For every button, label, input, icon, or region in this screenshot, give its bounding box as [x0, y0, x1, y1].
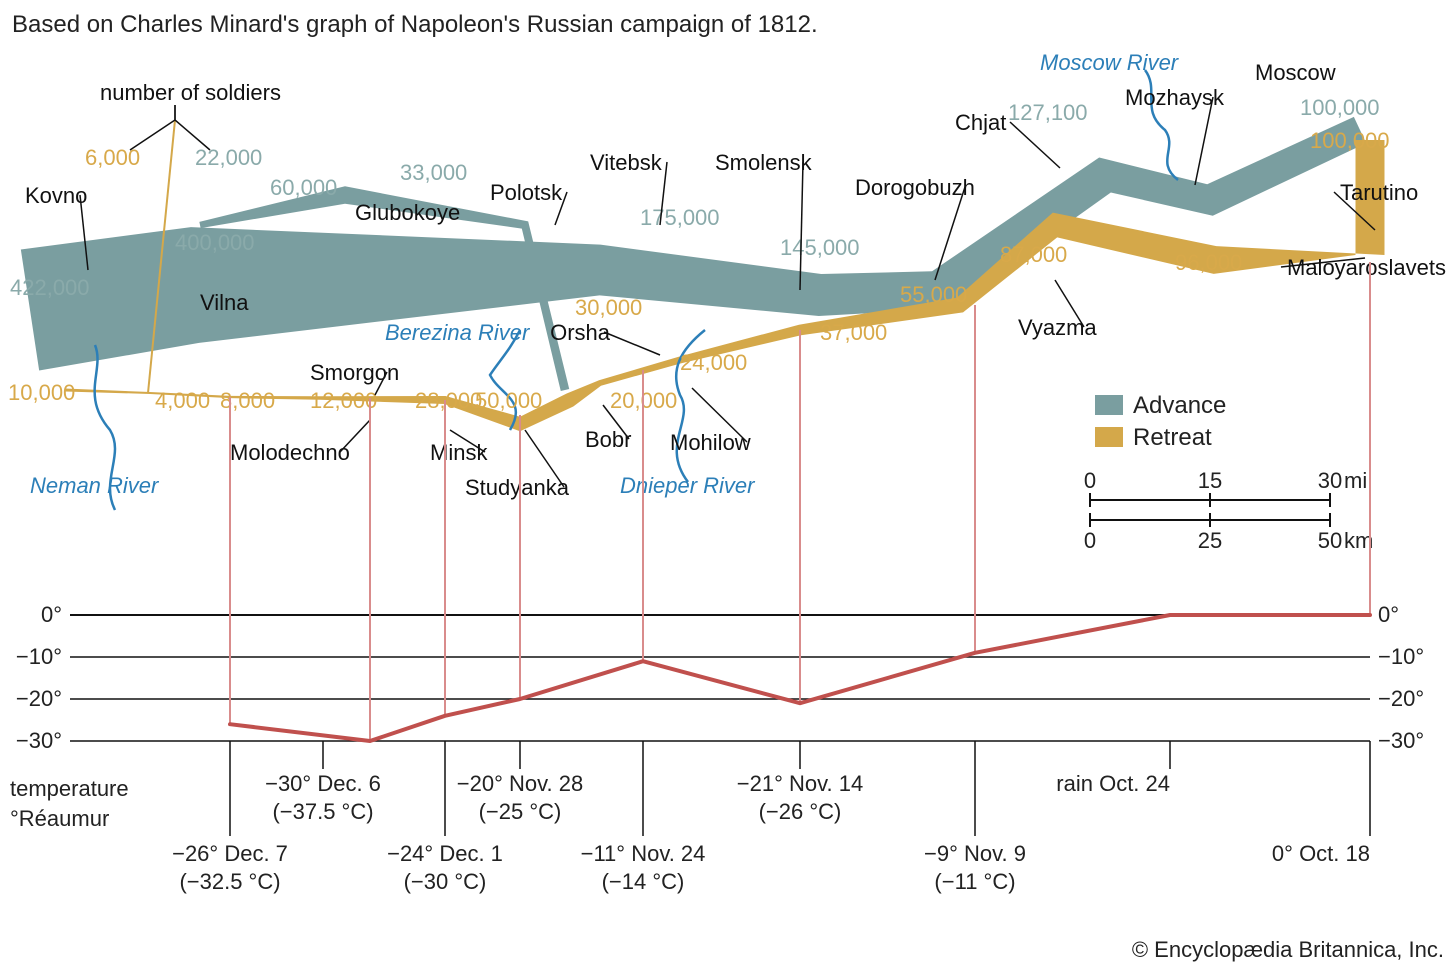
city-label: Mozhaysk — [1125, 85, 1225, 110]
city-label: Chjat — [955, 110, 1006, 135]
city-label: Molodechno — [230, 440, 350, 465]
city-leader — [340, 420, 370, 452]
temp-anno-top: −11° Nov. 24 — [581, 841, 706, 866]
temp-tick-left: −10° — [16, 644, 62, 669]
temp-tick-right: −20° — [1378, 686, 1424, 711]
city-leader — [1195, 97, 1213, 185]
river-label: Moscow River — [1040, 50, 1180, 75]
retreat-count: 28,000 — [415, 388, 482, 413]
advance-count: 145,000 — [780, 235, 860, 260]
temp-anno-top: −21° Nov. 14 — [737, 771, 863, 796]
retreat-count: 24,000 — [680, 350, 747, 375]
temp-anno-top: 0° Oct. 18 — [1272, 841, 1370, 866]
temp-tick-left: −20° — [16, 686, 62, 711]
advance-count: 422,000 — [10, 275, 90, 300]
city-label: Vyazma — [1018, 315, 1097, 340]
chart-title: Based on Charles Minard's graph of Napol… — [12, 11, 818, 38]
city-label: Moscow — [1255, 60, 1336, 85]
city-leader — [604, 332, 660, 355]
advance-count: 127,100 — [1008, 100, 1088, 125]
retreat-count: 10,000 — [8, 380, 75, 405]
city-label: Vilna — [200, 290, 249, 315]
advance-count: 33,000 — [400, 160, 467, 185]
city-label: Orsha — [550, 320, 611, 345]
scale-km-unit: km — [1344, 528, 1373, 553]
temp-anno-bottom: (−14 °C) — [602, 869, 685, 894]
temp-anno-top: −9° Nov. 9 — [924, 841, 1026, 866]
temp-anno-top: −30° Dec. 6 — [265, 771, 381, 796]
retreat-count: 37,000 — [820, 320, 887, 345]
temp-axis-label2: °Réaumur — [10, 806, 109, 831]
temp-anno-top: −24° Dec. 1 — [387, 841, 503, 866]
city-leader — [800, 162, 803, 290]
scale-km-value: 50 — [1318, 528, 1342, 553]
advance-count: 100,000 — [1300, 95, 1380, 120]
soldiers-header: number of soldiers — [100, 80, 281, 105]
temp-tick-left: −30° — [16, 728, 62, 753]
city-label: Kovno — [25, 183, 87, 208]
retreat-count: 6,000 — [85, 145, 140, 170]
retreat-count: 8,000 — [220, 388, 275, 413]
city-label: Smolensk — [715, 150, 813, 175]
city-label: Tarutino — [1340, 180, 1418, 205]
temp-axis-label1: temperature — [10, 776, 129, 801]
river-label: Neman River — [30, 473, 160, 498]
retreat-count: 96,000 — [1175, 250, 1242, 275]
temp-anno-bottom: (−11 °C) — [934, 869, 1015, 894]
temp-tick-right: −10° — [1378, 644, 1424, 669]
advance-count: 400,000 — [175, 230, 255, 255]
legend-swatch-retreat — [1095, 427, 1123, 447]
temp-anno-bottom: (−26 °C) — [759, 799, 842, 824]
city-label: Glubokoye — [355, 200, 460, 225]
city-label: Polotsk — [490, 180, 563, 205]
temp-tick-right: 0° — [1378, 602, 1399, 627]
minard-chart: Based on Charles Minard's graph of Napol… — [0, 0, 1456, 971]
temp-anno-top: −20° Nov. 28 — [457, 771, 583, 796]
temp-anno-bottom: (−25 °C) — [479, 799, 562, 824]
scale-mi-value: 15 — [1198, 468, 1222, 493]
temp-tick-right: −30° — [1378, 728, 1424, 753]
credit-line: © Encyclopædia Britannica, Inc. — [1132, 937, 1444, 962]
city-label: Dorogobuzh — [855, 175, 975, 200]
retreat-count: 87,000 — [1000, 242, 1067, 267]
city-leader — [1010, 122, 1060, 168]
advance-count: 60,000 — [270, 175, 337, 200]
river-label: Berezina River — [385, 320, 531, 345]
advance-count: 22,000 — [195, 145, 262, 170]
scale-km-value: 25 — [1198, 528, 1222, 553]
header-leader — [175, 105, 210, 150]
advance-count: 175,000 — [640, 205, 720, 230]
header-leader — [130, 105, 175, 150]
city-label: Bobr — [585, 427, 631, 452]
retreat-count: 100,000 — [1310, 128, 1390, 153]
retreat-count: 50,000 — [475, 388, 542, 413]
temp-anno-top: −26° Dec. 7 — [172, 841, 288, 866]
temp-anno-bottom: (−30 °C) — [404, 869, 487, 894]
legend-swatch-advance — [1095, 395, 1123, 415]
retreat-count: 4,000 — [155, 388, 210, 413]
city-label: Vitebsk — [590, 150, 663, 175]
retreat-count: 55,000 — [900, 282, 967, 307]
city-label: Studyanka — [465, 475, 570, 500]
temp-anno-top: rain Oct. 24 — [1056, 771, 1170, 796]
retreat-count: 12,000 — [310, 388, 377, 413]
city-label: Maloyaroslavets — [1287, 255, 1446, 280]
scale-mi-value: 0 — [1084, 468, 1096, 493]
retreat-count: 30,000 — [575, 295, 642, 320]
river-label: Dnieper River — [620, 473, 756, 498]
scale-mi-value: 30 — [1318, 468, 1342, 493]
legend-label-retreat: Retreat — [1133, 424, 1212, 451]
scale-km-value: 0 — [1084, 528, 1096, 553]
temp-anno-bottom: (−37.5 °C) — [272, 799, 373, 824]
scale-mi-unit: mi — [1344, 468, 1367, 493]
legend-label-advance: Advance — [1133, 392, 1226, 419]
temp-tick-left: 0° — [41, 602, 62, 627]
city-label: Minsk — [430, 440, 488, 465]
temp-anno-bottom: (−32.5 °C) — [179, 869, 280, 894]
city-label: Smorgon — [310, 360, 399, 385]
